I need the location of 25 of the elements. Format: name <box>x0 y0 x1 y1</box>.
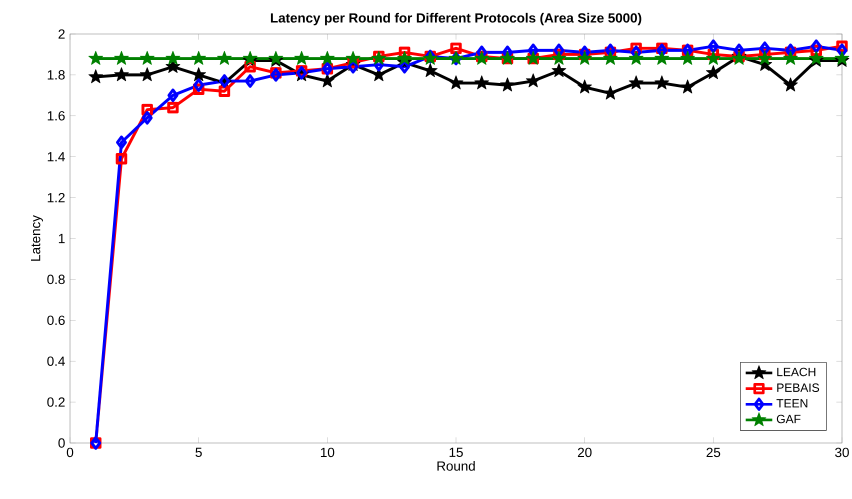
legend-label: GAF <box>776 414 800 424</box>
legend-label: PEBAIS <box>777 383 820 392</box>
chart-title: Latency per Round for Different Protocols (Area Size 5000) <box>270 12 642 26</box>
x-tick-label: 5 <box>196 448 202 457</box>
y-tick-label: 0.8 <box>47 274 65 284</box>
y-tick-label: 2 <box>58 29 65 39</box>
x-tick-label: 0 <box>66 448 74 458</box>
x-tick-label: 15 <box>450 448 463 457</box>
y-tick-label: 0.2 <box>47 397 65 407</box>
y-tick-label: 0 <box>58 438 65 448</box>
y-tick-label: 0.4 <box>47 356 65 366</box>
x-tick-label: 10 <box>320 448 334 458</box>
x-tick-label: 20 <box>578 448 592 458</box>
x-tick-label: 25 <box>706 448 720 458</box>
y-axis-title: Latency <box>31 215 43 261</box>
x-tick-label: 30 <box>835 448 849 458</box>
y-tick-label: 1.4 <box>48 152 65 162</box>
legend-label: TEEN <box>776 399 808 408</box>
y-tick-label: 1 <box>58 234 65 244</box>
y-tick-label: 0.6 <box>47 316 65 326</box>
y-tick-label: 1.8 <box>48 70 65 80</box>
y-tick-label: 1.6 <box>48 111 65 121</box>
y-tick-label: 1.2 <box>48 192 65 202</box>
x-axis-title: Round <box>437 460 475 471</box>
legend-label: LEACH <box>777 368 816 376</box>
